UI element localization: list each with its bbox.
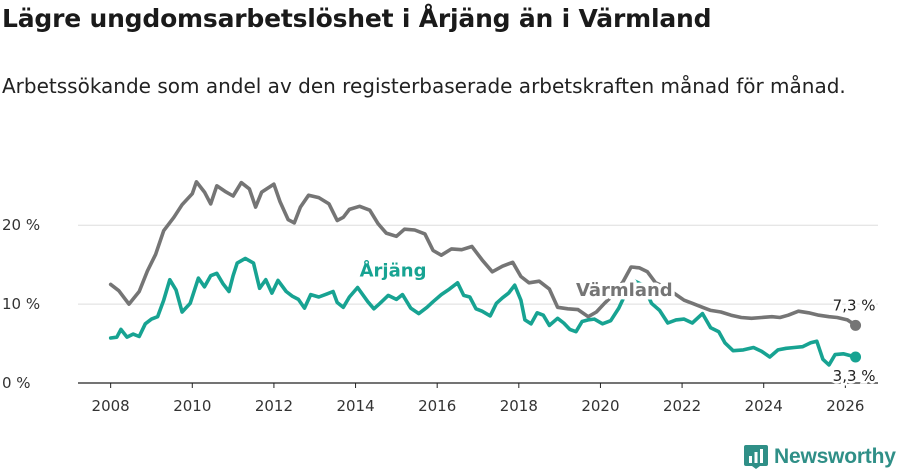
y-tick-label: 10 %: [2, 295, 40, 313]
newsworthy-brand[interactable]: Newsworthy: [744, 442, 896, 472]
x-tick-label: 2022: [663, 397, 701, 415]
newsworthy-logo-icon: [744, 445, 768, 469]
x-tick-label: 2014: [336, 397, 374, 415]
chart-title: Lägre ungdomsarbetslöshet i Årjäng än i …: [2, 4, 712, 33]
series-line-arjang: [108, 256, 858, 367]
x-tick-label: 2010: [173, 397, 211, 415]
x-tick-label: 2026: [826, 397, 864, 415]
annotations: Årjäng Värmland 7,3 % 3,3 %: [356, 255, 878, 387]
series-label-varmland: Värmland: [576, 280, 673, 301]
gridlines: [78, 224, 878, 305]
x-tick-label: 2024: [745, 397, 783, 415]
chart-subtitle: Arbetssökande som andel av den registerb…: [2, 74, 846, 98]
x-tick-label: 2012: [255, 397, 293, 415]
series-lines: [108, 180, 862, 367]
x-tick-label: 2018: [500, 397, 538, 415]
series-line-varmland: [108, 180, 858, 328]
end-marker-arjang: [850, 351, 862, 363]
end-marker-varmland: [850, 319, 862, 331]
y-tick-label: 20 %: [2, 216, 40, 234]
y-tick-label: 0 %: [2, 374, 31, 392]
end-label-varmland: 7,3 %: [833, 296, 876, 314]
x-tick-label: 2008: [92, 397, 130, 415]
axes: 0 % 10 % 20 % 2008 2010 2012 2014 2016 2018 2020 2…: [2, 216, 878, 415]
x-tick-label: 2020: [581, 397, 619, 415]
series-label-arjang: Årjäng: [360, 259, 427, 282]
x-tick-label: 2016: [418, 397, 456, 415]
end-label-arjang: 3,3 %: [833, 367, 876, 385]
brand-name: Newsworthy: [774, 445, 896, 468]
